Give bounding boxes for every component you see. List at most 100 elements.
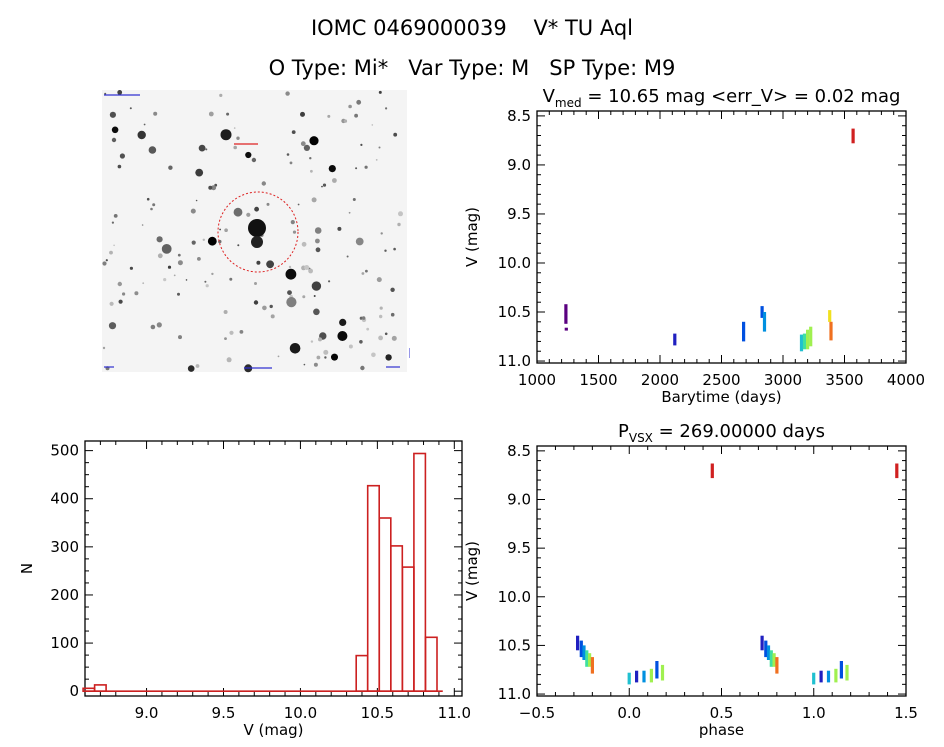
x-tick-label: 0.0 [617,704,641,722]
sky-star [337,226,342,231]
sky-star [195,168,204,177]
sky-star [288,265,292,269]
sky-star [289,343,301,354]
sky-star [233,127,236,129]
sky-star [245,151,252,159]
data-point-cluster [673,333,677,346]
sky-star [153,111,158,116]
sky-star [393,132,398,137]
plot-phased: −0.5 0.0 0.5 1.0 1.5 8.5 9.0 9.5 10.0 10.5 11.0 pha… [463,421,918,739]
sky-star [360,365,365,371]
y-axis-label: N [18,563,36,574]
sky-star [289,161,293,165]
sky-star [348,344,353,349]
data-point-cluster [829,321,833,341]
sky-star [354,113,358,118]
sky-star [311,197,317,203]
sky-star [384,332,388,336]
data-point-cluster [802,333,807,350]
data-point-cluster [649,668,653,683]
sky-star [137,130,146,140]
sky-star [378,146,381,149]
y-tick-label: 500 [50,442,79,460]
x-tick-label: 1000 [518,371,556,389]
sky-star [157,253,163,259]
sky-star [348,211,351,214]
sky-star [185,279,188,281]
sky-star [328,280,331,283]
sky-star [376,277,382,283]
data-point-cluster [775,657,779,674]
sky-star [292,230,297,234]
data-point-cluster [769,650,773,667]
sky-star [117,281,122,287]
histogram-bar [413,452,427,692]
sky-star [303,144,310,151]
data-point-cluster [660,664,665,681]
sky-star [316,355,321,360]
data-point-cluster [806,329,810,350]
sky-star [302,295,306,299]
sky-star [219,228,221,231]
sky-star [398,211,403,217]
sky-star [224,228,228,232]
sky-star [178,335,182,340]
sky-star [385,354,392,361]
sky-star [220,129,232,141]
sky-star [150,207,153,211]
sky-star [270,314,275,319]
sky-star [191,240,196,245]
sky-star [365,269,368,273]
data-point-cluster [576,635,580,651]
sky-star [361,272,365,275]
sky-star [310,169,313,173]
data-point-cluster [851,128,855,144]
sky-star [366,327,370,331]
sky-star [233,145,237,150]
sky-star [379,306,383,310]
plot-title: PVSX = 269.00000 days [618,421,825,445]
sky-star [134,291,139,296]
sky-star [233,207,243,217]
sky-star [313,308,320,316]
sky-star [102,346,106,350]
sky-star [251,157,257,163]
sky-star [309,136,319,146]
sky-star [343,119,348,123]
sky-star [211,272,214,276]
sky-star [150,324,156,330]
sky-star [308,268,313,274]
sky-star [109,111,116,118]
sky-star [122,292,126,296]
sky-star [108,322,117,330]
sky-star [224,337,227,340]
y-tick-label: 11.0 [498,352,531,370]
y-tick-label: 8.5 [507,442,531,460]
sky-star [177,260,183,266]
sky-star [309,157,312,160]
sky-star [379,314,383,319]
y-axis-label: V (mag) [463,541,481,601]
sky-star [119,153,125,159]
sky-star [117,90,123,95]
sky-star [223,310,228,314]
sky-star [371,352,376,358]
data-point-cluster [588,653,592,667]
sky-star [113,214,118,218]
sky-star [156,322,162,328]
x-tick-label: 3000 [764,371,802,389]
sky-star [152,203,156,207]
sky-star [315,247,321,253]
sky-star [104,92,107,95]
chart-title-id: IOMC 0469000039 V* TU Aql [310,16,634,40]
sky-star [211,185,217,191]
x-tick-label: 2500 [702,371,740,389]
sky-star [105,259,108,262]
plot-frame [84,440,463,697]
sky-star [361,316,366,320]
sky-star [291,130,296,134]
x-tick-label: 4000 [887,371,925,389]
sky-star [356,99,362,105]
sky-star [195,199,198,202]
y-tick-label: 9.5 [507,539,531,557]
